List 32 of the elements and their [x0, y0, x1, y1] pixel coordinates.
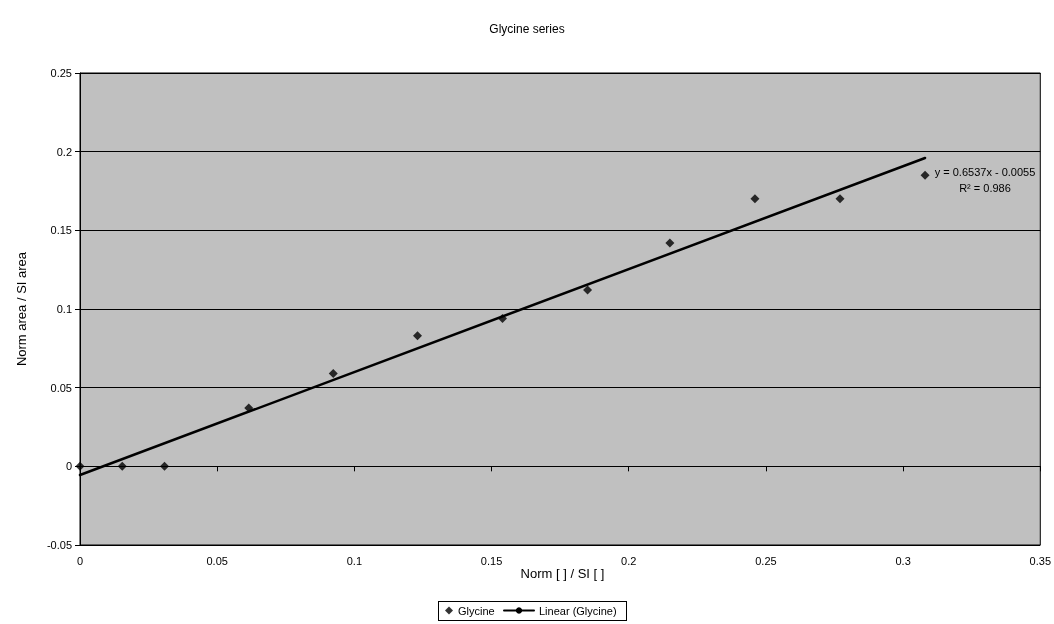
legend-label: Linear (Glycine): [539, 604, 617, 617]
chart-title: Glycine series: [489, 22, 565, 36]
y-tick-label: 0.2: [56, 145, 72, 158]
y-tick-label: 0.1: [56, 303, 72, 315]
point: [750, 194, 760, 204]
x-tick-label: 0.1: [346, 554, 363, 567]
point: [328, 369, 338, 379]
legend-label: Glycine: [458, 604, 495, 617]
x-tick-label: 0.2: [621, 554, 637, 567]
point: [835, 194, 845, 204]
x-tick-label: 0.35: [1029, 554, 1052, 567]
point: [75, 461, 85, 471]
y-tick-label: -0.05: [46, 539, 72, 551]
point: [665, 238, 675, 248]
x-tick-label: 0.25: [755, 554, 777, 567]
y-axis-title: Norm area / SI area: [14, 251, 29, 367]
point: [412, 331, 422, 341]
x-tick-label: 0.05: [206, 554, 228, 567]
point: [160, 461, 170, 471]
x-axis-title: Norm [ ] / SI [ ]: [520, 565, 605, 581]
x-tick-label: 0.3: [895, 554, 911, 567]
point: [117, 461, 127, 471]
y-tick-label: 0.15: [50, 224, 72, 237]
x-tick-label: 0: [76, 554, 84, 567]
point: [920, 170, 930, 180]
y-tick-label: 0.25: [50, 67, 72, 79]
y-tick-label: 0: [65, 460, 72, 473]
y-tick-label: 0.05: [50, 381, 72, 394]
annotation: y = 0.6537x - 0.0055: [934, 166, 1036, 178]
annotation: R² = 0.986: [959, 182, 1011, 194]
x-tick-label: 0.15: [480, 554, 503, 567]
point: [583, 285, 593, 295]
